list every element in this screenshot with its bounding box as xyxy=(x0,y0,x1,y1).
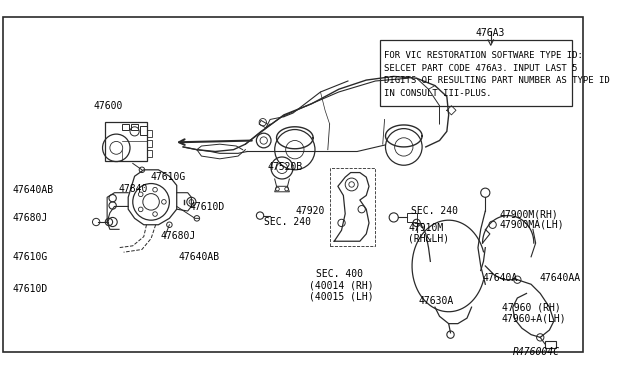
Text: (40015 (LH): (40015 (LH) xyxy=(308,292,373,302)
Text: 47610D: 47610D xyxy=(13,284,48,294)
Text: DIGITS OF RESULTING PART NUMBER AS TYPE ID: DIGITS OF RESULTING PART NUMBER AS TYPE … xyxy=(383,76,609,86)
Bar xyxy=(380,40,572,106)
Text: SEC. 240: SEC. 240 xyxy=(411,206,458,217)
Bar xyxy=(131,124,138,129)
Text: FOR VIC RESTORATION SOFTWARE TYPE ID:: FOR VIC RESTORATION SOFTWARE TYPE ID: xyxy=(383,51,582,60)
Bar xyxy=(147,140,152,147)
Text: 47640AB: 47640AB xyxy=(179,252,220,262)
Bar xyxy=(408,213,417,222)
Text: 47610G: 47610G xyxy=(150,171,186,182)
Bar xyxy=(545,341,556,348)
Text: (RH&LH): (RH&LH) xyxy=(408,234,449,244)
Text: SELCET PART CODE 476A3. INPUT LAST 5: SELCET PART CODE 476A3. INPUT LAST 5 xyxy=(383,64,577,73)
Text: 47910M: 47910M xyxy=(408,223,444,233)
Text: 47610D: 47610D xyxy=(189,202,225,212)
Text: 47630A: 47630A xyxy=(419,296,454,306)
Text: SEC. 240: SEC. 240 xyxy=(264,217,310,227)
Bar xyxy=(147,150,152,157)
Text: 47920: 47920 xyxy=(296,206,325,217)
Text: 47900MA(LH): 47900MA(LH) xyxy=(499,219,564,229)
Text: IN CONSULT III-PLUS.: IN CONSULT III-PLUS. xyxy=(383,89,491,98)
Text: 47640A: 47640A xyxy=(483,273,518,283)
Text: 47680J: 47680J xyxy=(13,213,48,223)
Text: 47840: 47840 xyxy=(118,183,147,193)
Text: 47900M(RH): 47900M(RH) xyxy=(499,209,558,219)
Text: SEC. 400: SEC. 400 xyxy=(316,269,363,279)
Text: R476004C: R476004C xyxy=(513,347,560,356)
Text: (40014 (RH): (40014 (RH) xyxy=(308,280,373,291)
Text: 47960 (RH): 47960 (RH) xyxy=(502,302,561,312)
Bar xyxy=(330,168,376,246)
Text: 47640AA: 47640AA xyxy=(540,273,580,283)
Text: 47640AB: 47640AB xyxy=(13,185,54,195)
Text: 47520B: 47520B xyxy=(268,163,303,173)
Bar xyxy=(122,124,129,129)
Bar xyxy=(140,126,147,135)
Bar xyxy=(106,122,147,161)
Text: 47610G: 47610G xyxy=(13,252,48,262)
Text: 476A3: 476A3 xyxy=(476,28,504,38)
Text: 47960+A(LH): 47960+A(LH) xyxy=(502,314,566,324)
Text: 47680J: 47680J xyxy=(160,231,195,241)
Text: 47600: 47600 xyxy=(93,101,123,111)
Bar xyxy=(147,129,152,137)
